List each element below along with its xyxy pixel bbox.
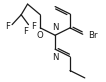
Text: N: N (52, 23, 58, 32)
Text: O: O (37, 31, 44, 40)
Text: F: F (5, 22, 10, 31)
Text: F: F (31, 22, 36, 31)
Text: Br: Br (88, 31, 98, 40)
Text: F: F (23, 27, 28, 36)
Text: N: N (52, 53, 58, 62)
